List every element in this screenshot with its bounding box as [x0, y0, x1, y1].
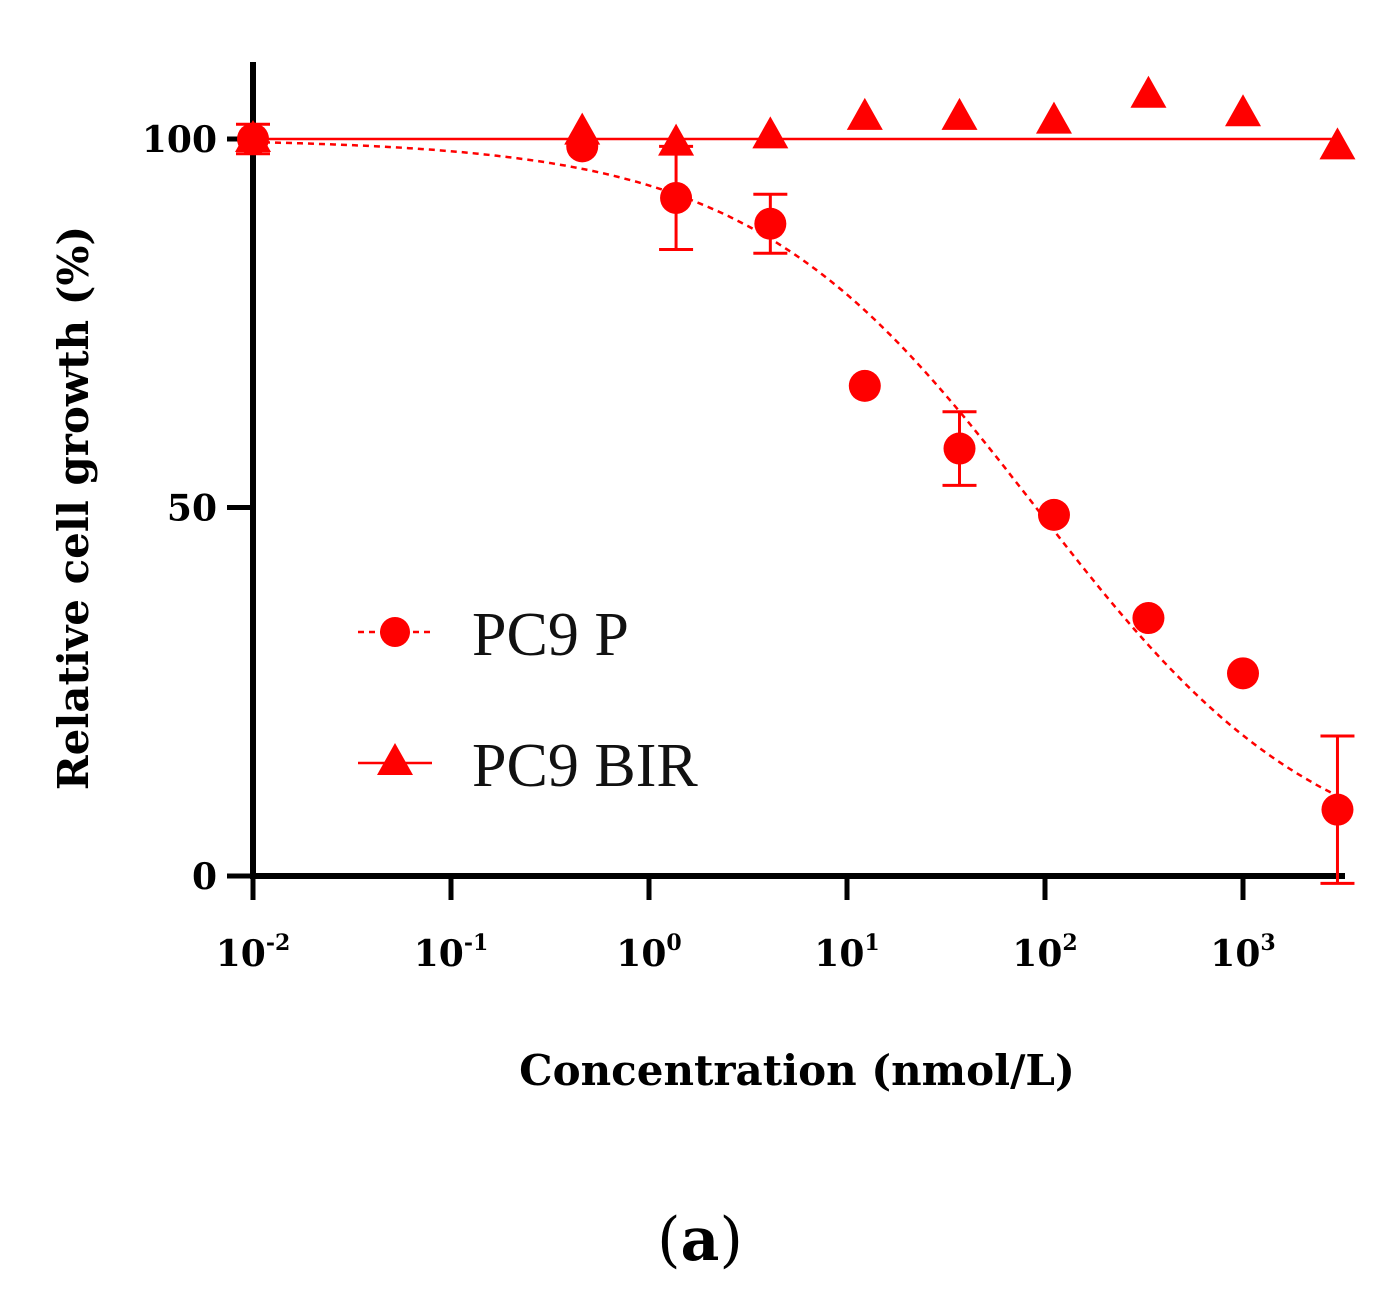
legend-marker-pc9-p	[380, 617, 410, 647]
marker-pc9-p-6	[1037, 498, 1070, 531]
legend-marker-pc9-bir	[377, 743, 413, 775]
x-tick-label-exp: 2	[1062, 930, 1077, 956]
x-tick-label-1: 101	[814, 930, 879, 975]
marker-pc9-p-4	[848, 369, 881, 402]
legend: PC9 P PC9 BIR	[358, 601, 698, 800]
marker-pc9-p-7	[1132, 602, 1165, 635]
marker-pc9-p-5	[943, 432, 976, 465]
y-axis-title: Relative cell growth (%)	[49, 226, 98, 791]
x-tick-label--1: 10-1	[414, 930, 489, 975]
x-tick-label-base: 10	[1210, 933, 1260, 975]
legend-label-pc9-p: PC9 P	[472, 601, 629, 669]
x-tick-label-base: 10	[814, 933, 864, 975]
marker-pc9-p-3	[754, 207, 787, 240]
x-tick-label-exp: -2	[266, 930, 290, 956]
panel-label-close: )	[719, 1205, 742, 1275]
x-tick-label-exp: 3	[1260, 930, 1275, 956]
marker-pc9-bir-9	[1319, 127, 1356, 160]
marker-pc9-bir-2	[658, 123, 695, 156]
y-tick-label-0: 0	[192, 856, 217, 898]
marker-pc9-p-8	[1227, 657, 1259, 690]
panel-label-open: (	[657, 1205, 680, 1275]
marker-pc9-bir-4	[846, 97, 883, 130]
x-tick-label-base: 10	[414, 933, 464, 975]
fit-curve-pc9-p	[252, 140, 1339, 798]
marker-pc9-p-1	[566, 130, 599, 163]
marker-pc9-p-9	[1321, 793, 1354, 826]
x-tick-label--2: 10-2	[216, 930, 291, 975]
y-tick-label-50: 50	[167, 488, 217, 530]
x-tick-label-2: 102	[1012, 930, 1077, 975]
marker-pc9-bir-3	[752, 116, 789, 149]
marker-pc9-p-0	[237, 123, 269, 155]
y-tick-label-100: 100	[142, 119, 217, 161]
marker-pc9-bir-8	[1225, 94, 1261, 127]
x-tick-label-exp: 1	[864, 930, 879, 956]
x-axis-title: Concentration (nmol/L)	[519, 1046, 1075, 1095]
marker-pc9-bir-6	[1035, 101, 1072, 134]
panel-label: (a)	[657, 1205, 743, 1275]
marker-pc9-bir-5	[941, 97, 978, 130]
panel-label-letter: a	[681, 1205, 720, 1275]
x-tick-label-0: 100	[616, 930, 681, 975]
legend-item-pc9-p: PC9 P	[358, 601, 629, 669]
marker-pc9-p-2	[660, 181, 693, 214]
x-tick-label-base: 10	[1012, 933, 1062, 975]
legend-item-pc9-bir: PC9 BIR	[358, 732, 698, 800]
x-tick-label-exp: -1	[464, 930, 488, 956]
marker-pc9-bir-7	[1130, 75, 1167, 108]
x-tick-label-base: 10	[616, 933, 666, 975]
x-tick-label-base: 10	[216, 933, 266, 975]
legend-label-pc9-bir: PC9 BIR	[472, 732, 698, 800]
x-tick-label-3: 103	[1210, 930, 1275, 975]
x-tick-label-exp: 0	[666, 930, 681, 956]
